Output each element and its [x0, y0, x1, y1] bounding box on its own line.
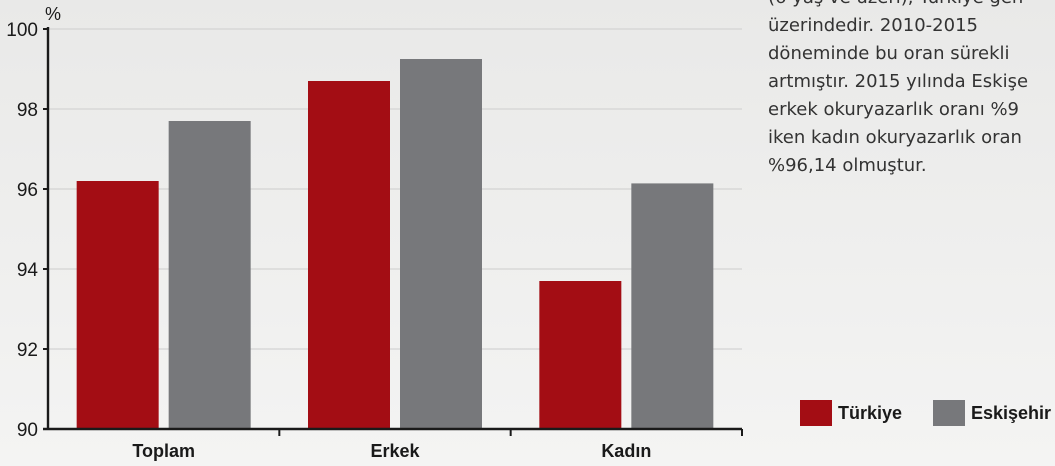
y-tick-label: 90 — [17, 420, 38, 441]
description-line: iken kadın okuryazarlık oran — [768, 127, 1022, 148]
chart-legend: Türkiye Eskişehir — [800, 398, 1055, 428]
x-tick-label: Kadın — [601, 441, 651, 461]
legend-swatch-turkiye — [800, 400, 832, 426]
x-tick-label: Erkek — [370, 441, 420, 461]
legend-label-eskisehir: Eskişehir — [971, 403, 1052, 423]
x-tick-label: Toplam — [132, 441, 195, 461]
bar-kadın-turkiye — [539, 281, 622, 429]
legend-label-turkiye: Türkiye — [838, 403, 903, 423]
bar-kadın-eskisehir — [631, 183, 714, 429]
description-line: döneminde bu oran sürekli — [768, 43, 1010, 64]
y-tick-label: 96 — [17, 180, 38, 201]
description-line: artmıştır. 2015 yılında Eskişe — [768, 71, 1029, 92]
bar-toplam-turkiye — [76, 181, 159, 429]
legend-swatch-eskisehir — [933, 400, 965, 426]
y-axis-label: % — [45, 4, 61, 24]
bar-chart: 90 92 94 96 98 100% Toplam Erkek Kadın — [6, 4, 743, 461]
description-line: %96,14 olmuştur. — [768, 155, 927, 176]
y-tick-label: 98 — [17, 100, 38, 121]
description-line: (6 yaş ve üzeri), Türkiye gen — [768, 0, 1055, 12]
bar-toplam-eskisehir — [168, 121, 251, 429]
description-line: erkek okuryazarlık oranı %9 — [768, 99, 1020, 120]
y-tick-label: 100 — [6, 20, 38, 41]
y-tick-label: 94 — [17, 260, 39, 281]
bar-erkek-turkiye — [308, 81, 390, 429]
y-tick-label: 92 — [17, 340, 38, 361]
description-text: (6 yaş ve üzeri), Türkiye gen üzerindedi… — [768, 0, 1055, 180]
bar-erkek-eskisehir — [400, 59, 482, 429]
description-line: üzerindedir. 2010-2015 — [768, 15, 978, 36]
